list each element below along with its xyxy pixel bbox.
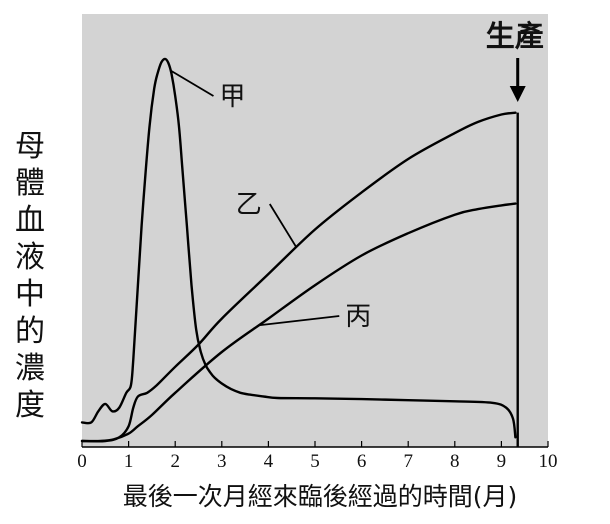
y-axis-title-char: 中 — [15, 277, 45, 312]
y-axis-title-char: 母 — [15, 129, 45, 164]
x-tick-label: 5 — [310, 451, 320, 472]
series-label-leader — [170, 69, 214, 97]
series-label: 丙 — [345, 302, 371, 332]
x-tick-label: 3 — [217, 451, 227, 472]
series-line-2 — [80, 202, 517, 443]
birth-arrow-head — [509, 86, 526, 102]
series-line-1 — [80, 111, 517, 443]
x-tick-label: 0 — [77, 451, 87, 472]
x-tick-label: 7 — [403, 451, 413, 472]
y-axis-title-char: 體 — [15, 166, 45, 201]
series-layer — [80, 57, 517, 443]
x-tick-label: 9 — [497, 451, 507, 472]
x-tick-label: 2 — [170, 451, 180, 472]
y-axis-title-char: 濃 — [15, 351, 45, 386]
x-axis-title: 最後一次月經來臨後經過的時間(月) — [122, 482, 518, 511]
series-label: 乙 — [236, 190, 262, 220]
y-axis-title-char: 液 — [15, 240, 45, 275]
y-axis-title-char: 度 — [15, 388, 45, 423]
labels-layer: 甲乙丙 生產 — [170, 19, 544, 447]
y-axis-title-char: 血 — [15, 203, 45, 238]
birth-label: 生產 — [486, 19, 544, 53]
x-tick-label: 4 — [264, 451, 274, 472]
x-tick-label: 1 — [124, 451, 134, 472]
series-label-leader — [258, 315, 340, 327]
y-axis-title: 母體血液中的濃度 — [10, 128, 50, 424]
series-line-0 — [80, 57, 517, 439]
x-tick-label: 6 — [357, 451, 367, 472]
x-tick-label: 10 — [539, 451, 558, 472]
y-axis-title-char: 的 — [15, 314, 45, 349]
x-tick-label: 8 — [450, 451, 460, 472]
series-label-leader — [269, 203, 298, 248]
axes: 0 1 2 3 4 5 6 7 8 9 10 — [77, 441, 558, 472]
series-label: 甲 — [219, 82, 245, 112]
